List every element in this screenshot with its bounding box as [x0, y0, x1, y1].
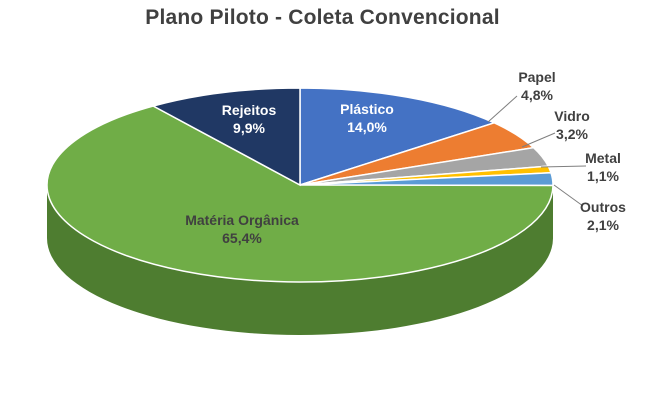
label-name: Outros [580, 199, 626, 215]
label-value: 2,1% [587, 217, 619, 233]
slice-rejeitos [151, 87, 301, 187]
label-value: 4,8% [521, 87, 553, 103]
label-name: Matéria Orgânica [185, 212, 299, 228]
label-value: 1,1% [587, 168, 619, 184]
leader-line-metal [540, 165, 587, 168]
label-value: 9,9% [233, 120, 265, 136]
slice-side-materia-organica [47, 185, 553, 336]
leader-line-vidro [521, 132, 556, 148]
label-name: Vidro [554, 108, 590, 124]
label-value: 14,0% [347, 119, 387, 135]
pie-slices [46, 87, 554, 283]
label-materia-organica: Matéria Orgânica 65,4% [185, 212, 299, 246]
leader-line-outros [553, 184, 584, 207]
label-name: Papel [518, 69, 555, 85]
chart-title: Plano Piloto - Coleta Convencional [145, 6, 500, 29]
slice-plastico [299, 87, 497, 187]
pie-labels: Plástico 14,0% Papel 4,8%Vidro 3,2% Metal 1,1%… [185, 69, 626, 246]
leader-line-papel [487, 95, 518, 123]
label-outros: Outros 2,1% [580, 199, 626, 233]
label-name: Plástico [340, 101, 394, 117]
label-value: 3,2% [556, 126, 588, 142]
label-vidro: Vidro 3,2% [554, 108, 590, 142]
label-plastico: Plástico 14,0% [340, 101, 394, 135]
pie-sides [47, 185, 553, 336]
label-papel: Papel 4,8% [518, 69, 555, 103]
slice-materia-organica [46, 105, 554, 283]
label-name: Metal [585, 150, 621, 166]
label-metal: Metal 1,1% [585, 150, 621, 184]
label-name: Rejeitos [222, 102, 277, 118]
label-value: 65,4% [222, 230, 262, 246]
label-rejeitos: Rejeitos 9,9% [222, 102, 277, 136]
